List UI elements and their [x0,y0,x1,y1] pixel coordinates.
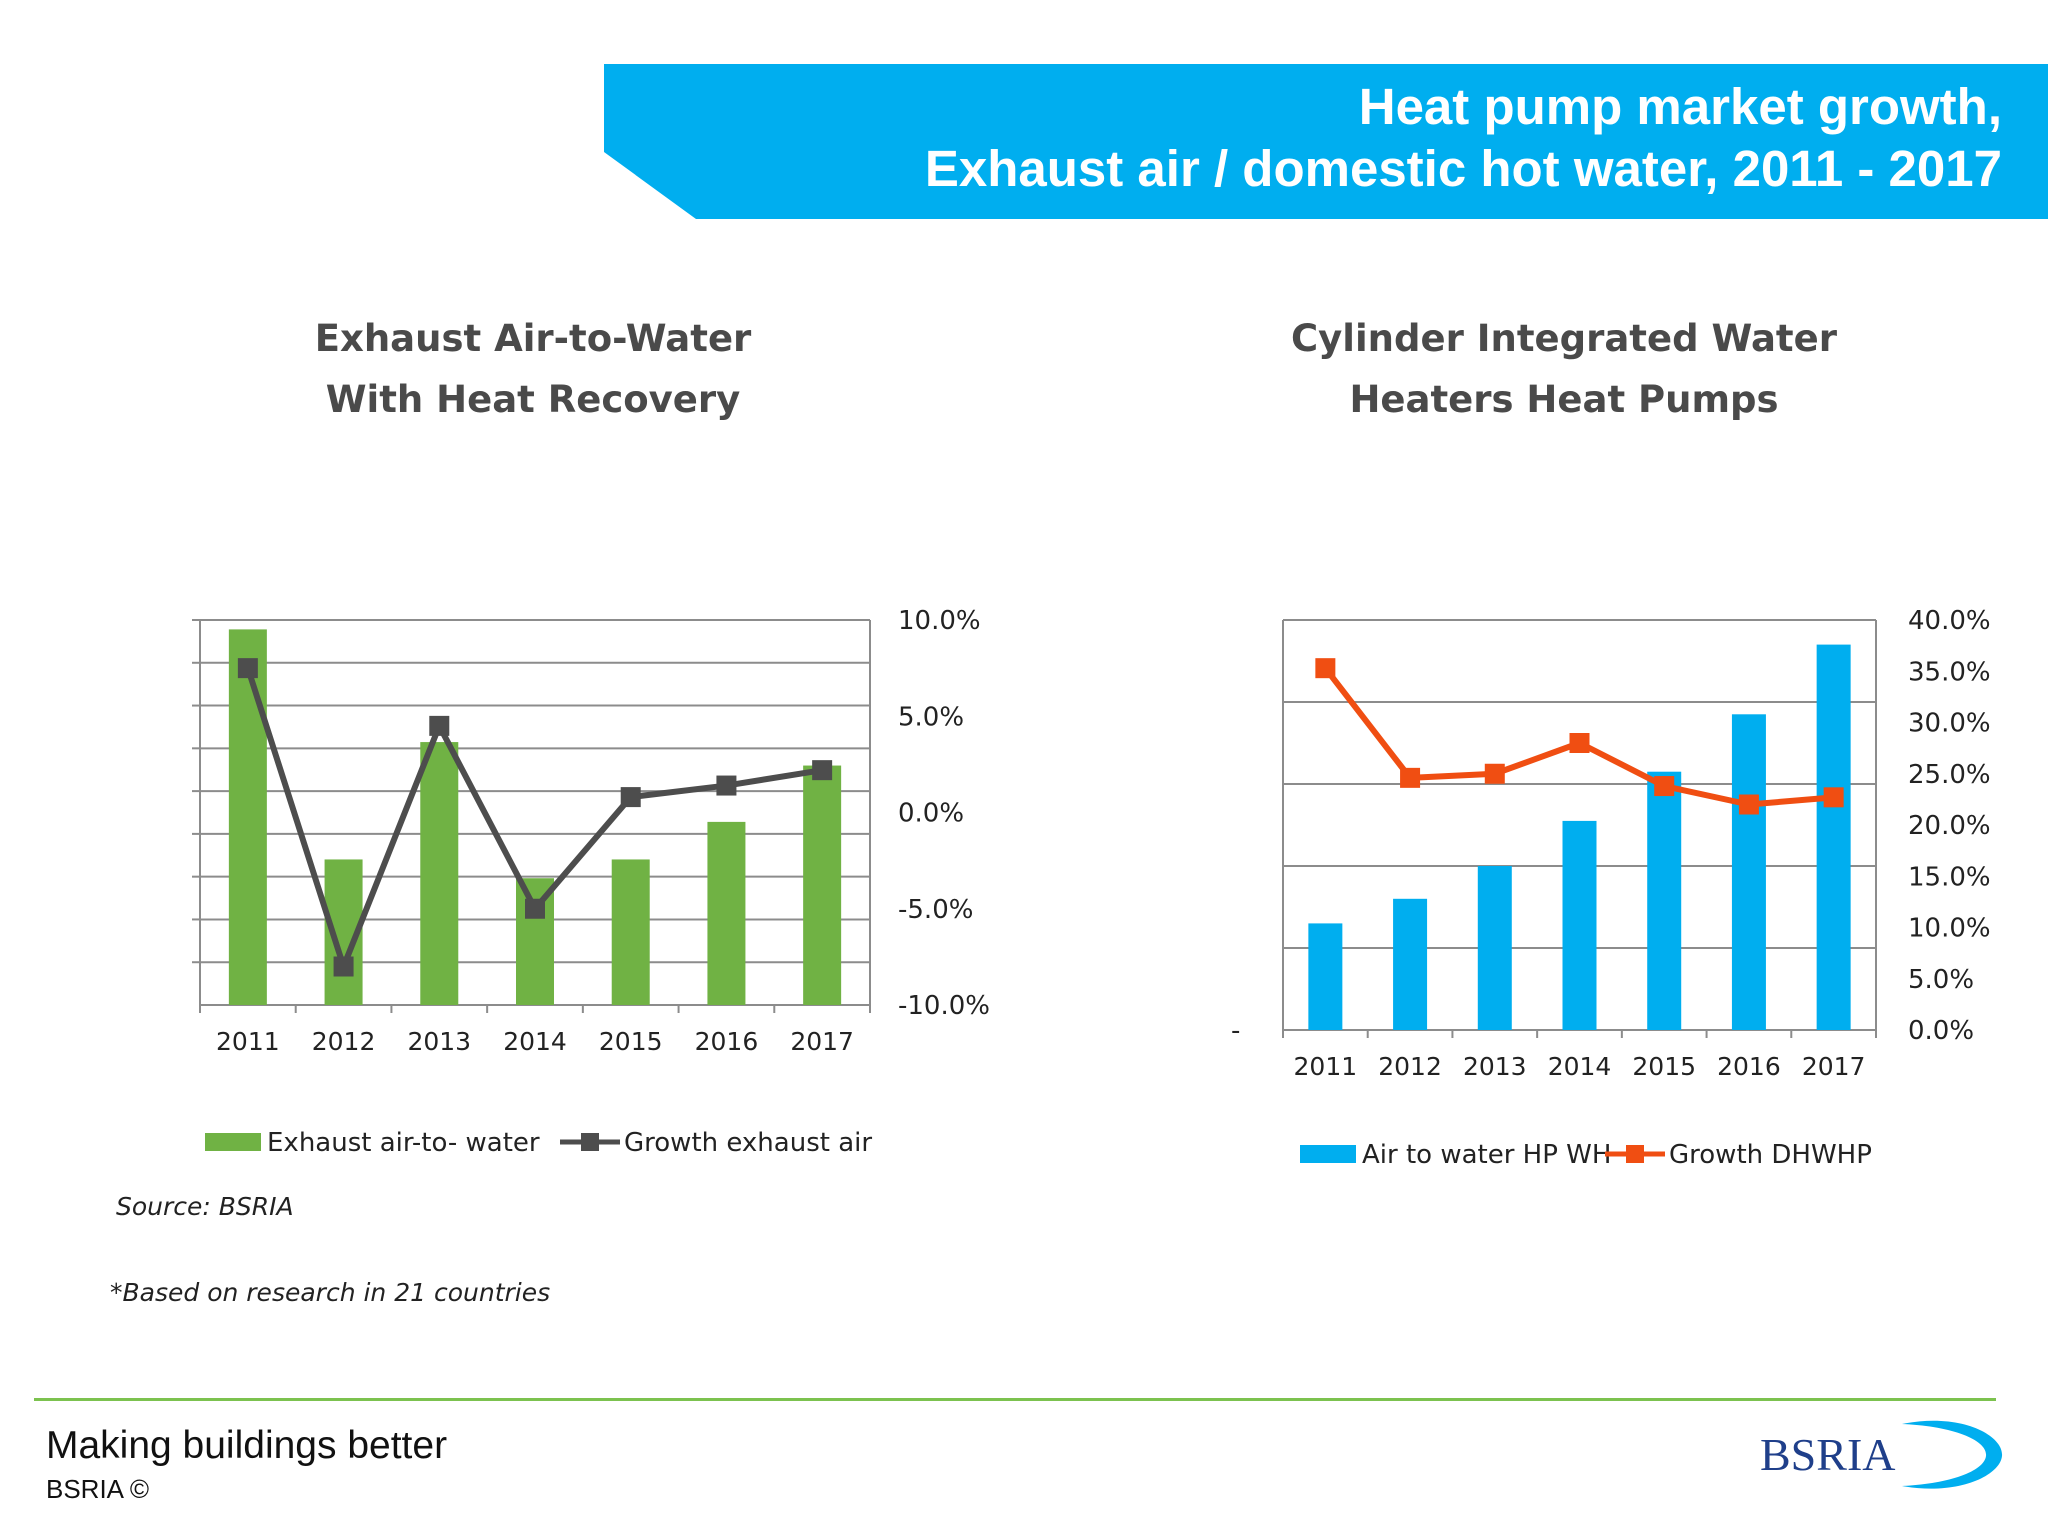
footer-divider [34,1398,1996,1401]
right-axis-tick-label: 5.0% [898,702,964,732]
right-axis-tick-label: 25.0% [1908,760,1991,790]
footnote: *Based on research in 21 countries [110,1278,551,1307]
bar [803,765,842,1005]
right-chart-title-line1: Cylinder Integrated Water [1291,317,1837,360]
right-axis-tick-label: 20.0% [1908,811,1991,841]
bar [1477,866,1512,1030]
bar [1647,771,1682,1030]
bar [1731,714,1766,1030]
right-axis-tick-label: -10.0% [898,991,990,1021]
right-axis-tick-label: 15.0% [1908,862,1991,892]
growth-marker [1484,763,1505,784]
right-axis-tick-label: 5.0% [1908,965,1974,995]
right-axis-tick-label: 10.0% [1908,914,1991,944]
growth-marker [620,787,641,808]
category-label: 2013 [1463,1052,1527,1081]
category-label: 2013 [407,1027,471,1056]
growth-marker [333,956,354,977]
bar [1308,923,1343,1030]
category-label: 2011 [216,1027,280,1056]
bar [420,742,459,1005]
left-chart-title: Exhaust Air-to-Water With Heat Recovery [233,308,833,430]
bar [611,859,650,1005]
page-title-line2: Exhaust air / domestic hot water, 2011 -… [924,140,2002,197]
bar [1562,820,1597,1030]
page-title-line1: Heat pump market growth, [1358,78,2002,135]
category-label: 2017 [790,1027,854,1056]
left-chart-title-line2: With Heat Recovery [325,378,741,421]
right-chart-title-line2: Heaters Heat Pumps [1349,378,1779,421]
category-label: 2016 [1717,1052,1781,1081]
right-axis-tick-label: 10.0% [898,606,981,636]
growth-marker [525,898,545,919]
bar [707,821,746,1005]
right-axis-tick-label: 35.0% [1908,657,1991,687]
growth-marker [429,715,450,736]
legend-line-marker [1626,1145,1644,1163]
category-label: 2014 [503,1027,567,1056]
category-label: 2011 [1294,1052,1358,1081]
right-chart-title: Cylinder Integrated Water Heaters Heat P… [1264,308,1864,430]
growth-marker [1315,658,1336,679]
growth-marker [1738,794,1759,815]
legend-bar-label: Exhaust air-to- water [267,1128,540,1158]
category-label: 2012 [312,1027,376,1056]
legend-bar-label: Air to water HP WH [1362,1140,1611,1170]
right-axis-tick-label: 30.0% [1908,709,1991,739]
growth-marker [812,760,833,781]
legend-bar-swatch [205,1133,261,1151]
left-chart-title-line1: Exhaust Air-to-Water [314,317,752,360]
growth-marker [1400,767,1421,788]
bar [1816,644,1851,1030]
source-note: Source: BSRIA [116,1192,294,1221]
right-axis-tick-label: -5.0% [898,895,973,925]
page-title: Heat pump market growth, Exhaust air / d… [702,76,2002,200]
category-label: 2012 [1378,1052,1442,1081]
legend-bar-swatch [1300,1145,1356,1163]
logo-wordmark: BSRIA [1760,1429,1895,1480]
bar [228,629,267,1005]
title-banner [604,64,2048,219]
bsria-logo: BSRIA [1760,1420,2003,1489]
legend-line-label: Growth exhaust air [624,1128,872,1158]
category-label: 2015 [1632,1052,1696,1081]
logo-swoosh [1902,1420,2003,1489]
category-label: 2016 [695,1027,759,1056]
category-label: 2014 [1548,1052,1612,1081]
growth-marker [1823,787,1844,808]
left-axis-tick-label: - [1231,1016,1240,1046]
legend-line-marker [581,1133,599,1151]
right-axis-tick-label: 0.0% [1908,1016,1974,1046]
footer-copyright: BSRIA © [46,1474,149,1504]
growth-marker [1569,733,1590,753]
right-axis-tick-label: 40.0% [1908,606,1991,636]
footer-tagline: Making buildings better [46,1424,448,1467]
right-axis-tick-label: 0.0% [898,799,964,829]
bar [1393,898,1428,1030]
growth-marker [716,775,737,796]
growth-marker [237,658,258,679]
category-label: 2015 [599,1027,663,1056]
growth-marker [1654,776,1675,797]
category-label: 2017 [1802,1052,1866,1081]
legend-line-label: Growth DHWHP [1669,1140,1872,1170]
